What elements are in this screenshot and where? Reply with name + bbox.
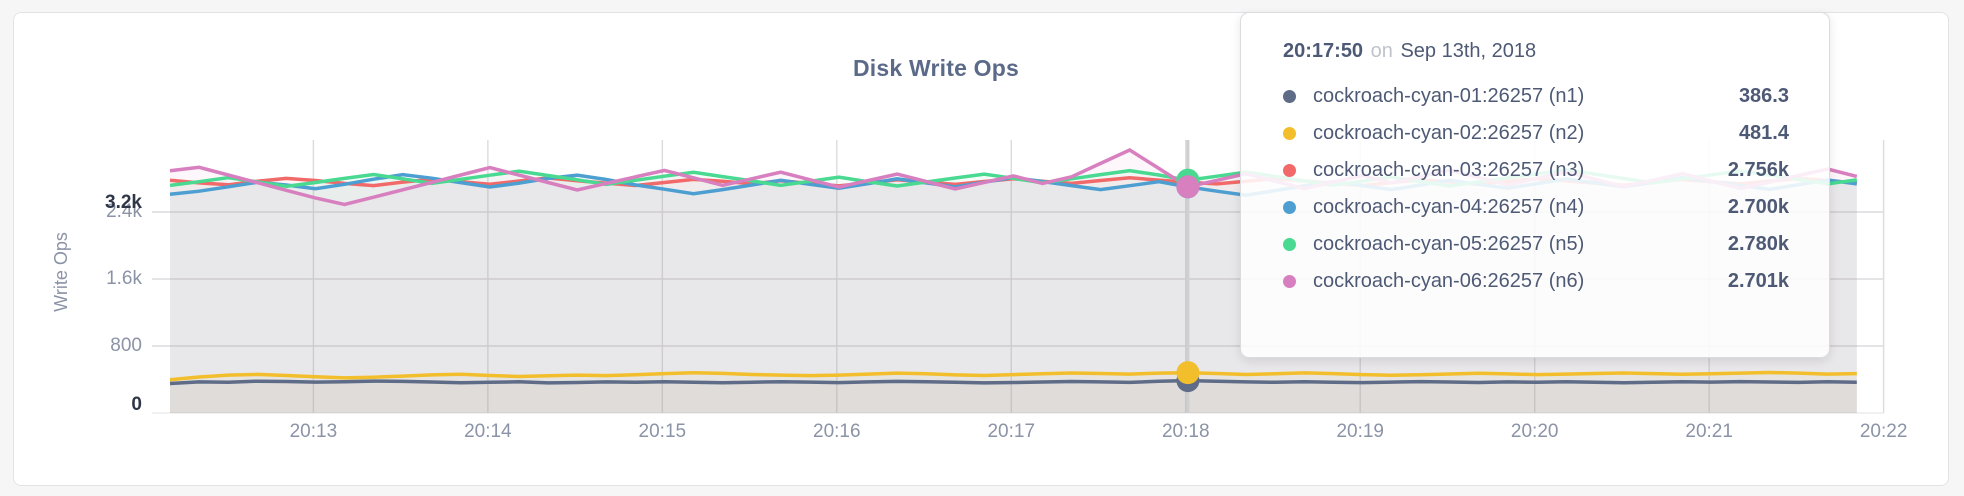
tooltip-time: 20:17:50 bbox=[1283, 40, 1364, 62]
x-tick-20:17: 20:17 bbox=[987, 421, 1036, 442]
series-color-dot-n3 bbox=[1283, 164, 1296, 177]
series-label: cockroach-cyan-02:26257 (n2) bbox=[1313, 122, 1585, 144]
series-label: cockroach-cyan-01:26257 (n1) bbox=[1313, 85, 1585, 107]
series-color-dot-n1 bbox=[1283, 90, 1296, 103]
x-tick-20:22: 20:22 bbox=[1859, 421, 1908, 442]
x-tick-20:13: 20:13 bbox=[289, 421, 338, 442]
x-tick-20:16: 20:16 bbox=[813, 421, 861, 442]
hover-tooltip: 20:17:50 on Sep 13th, 2018 cockroach-cya… bbox=[1240, 12, 1830, 358]
tooltip-date: Sep 13th, 2018 bbox=[1400, 40, 1537, 62]
tooltip-row: cockroach-cyan-04:26257 (n4) 2.700k bbox=[1283, 189, 1789, 226]
x-tick-20:14: 20:14 bbox=[464, 421, 512, 442]
series-label: cockroach-cyan-03:26257 (n3) bbox=[1313, 159, 1585, 181]
series-color-dot-n5 bbox=[1283, 238, 1296, 251]
series-value: 2.780k bbox=[1727, 233, 1789, 255]
x-tick-20:15: 20:15 bbox=[638, 421, 687, 442]
x-tick-20:20: 20:20 bbox=[1510, 421, 1559, 442]
tooltip-row: cockroach-cyan-03:26257 (n3) 2.756k bbox=[1283, 152, 1789, 189]
series-label: cockroach-cyan-06:26257 (n6) bbox=[1313, 270, 1585, 292]
chart-title: Disk Write Ops bbox=[853, 55, 1019, 81]
hover-dot-n2 bbox=[1176, 361, 1200, 385]
series-line-n1 bbox=[169, 378, 1857, 386]
series-value: 2.700k bbox=[1727, 196, 1789, 218]
x-tick-20:19: 20:19 bbox=[1336, 421, 1384, 442]
hover-dot-n6 bbox=[1176, 175, 1200, 199]
y-tick-2.4k: 2.4k bbox=[106, 201, 142, 222]
y-tick-0: 0 bbox=[131, 394, 142, 415]
tooltip-row: cockroach-cyan-05:26257 (n5) 2.780k bbox=[1283, 226, 1789, 263]
tooltip-on-word: on bbox=[1370, 40, 1393, 62]
x-tick-20:21: 20:21 bbox=[1685, 421, 1733, 442]
y-tick-3.2k: 3.2k bbox=[105, 192, 142, 213]
x-tick-20:18: 20:18 bbox=[1161, 421, 1210, 442]
y-tick-1.6k: 1.6k bbox=[106, 268, 142, 289]
series-value: 386.3 bbox=[1738, 85, 1789, 107]
tooltip-row: cockroach-cyan-02:26257 (n2) 481.4 bbox=[1283, 115, 1789, 152]
series-label: cockroach-cyan-05:26257 (n5) bbox=[1313, 233, 1585, 255]
series-color-dot-n2 bbox=[1283, 127, 1296, 140]
series-color-dot-n6 bbox=[1283, 275, 1296, 288]
tooltip-rows: cockroach-cyan-01:26257 (n1) 386.3 cockr… bbox=[1283, 78, 1789, 300]
series-area-n1 bbox=[170, 380, 1857, 413]
series-color-dot-n4 bbox=[1283, 201, 1296, 214]
series-label: cockroach-cyan-04:26257 (n4) bbox=[1313, 196, 1585, 218]
y-tick-800: 800 bbox=[110, 335, 142, 356]
tooltip-row: cockroach-cyan-06:26257 (n6) 2.701k bbox=[1283, 263, 1789, 300]
series-value: 2.701k bbox=[1727, 270, 1789, 292]
series-value: 481.4 bbox=[1738, 122, 1789, 144]
series-line-n2 bbox=[169, 370, 1857, 382]
tooltip-header: 20:17:50 on Sep 13th, 2018 bbox=[1283, 40, 1789, 63]
series-value: 2.756k bbox=[1727, 159, 1789, 181]
tooltip-row: cockroach-cyan-01:26257 (n1) 386.3 bbox=[1283, 78, 1789, 115]
